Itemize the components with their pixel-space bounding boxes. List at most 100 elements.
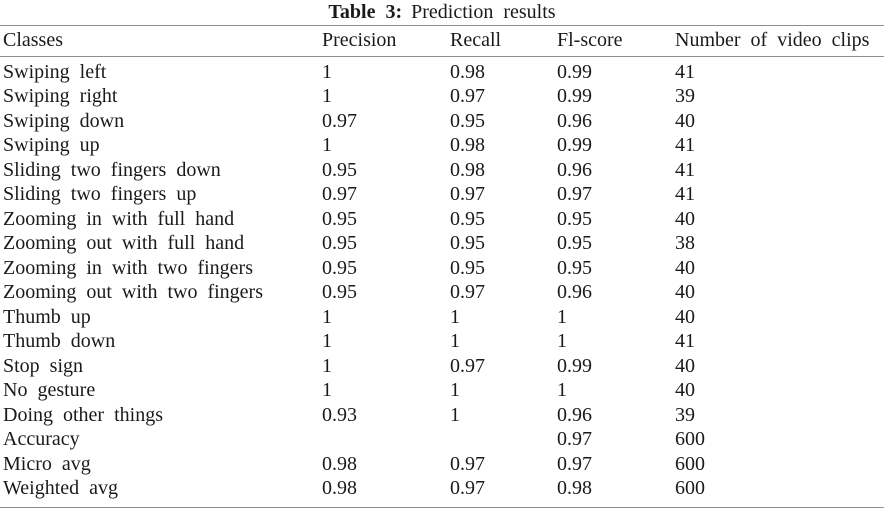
value-cell: 1 xyxy=(322,354,332,377)
table-row: Swiping right 1 0.97 0.99 39 xyxy=(0,84,884,109)
value-cell: 0.98 xyxy=(450,134,485,156)
value-cell: 0.97 xyxy=(557,452,592,475)
value-cell: 0.96 xyxy=(557,281,592,303)
value-cell: 0.97 xyxy=(557,428,592,450)
column-header: Recall xyxy=(450,29,502,52)
value-cell: 0.95 xyxy=(450,109,485,132)
top-rule xyxy=(0,25,884,26)
value-cell: 1 xyxy=(557,330,567,352)
value-cell: 38 xyxy=(675,232,695,254)
value-cell: 39 xyxy=(675,403,695,426)
value-cell: 1 xyxy=(450,403,460,426)
value-cell: 40 xyxy=(675,305,695,328)
table-row: Swiping left 1 0.98 0.99 41 xyxy=(0,56,884,84)
value-cell: 0.98 xyxy=(322,452,357,475)
class-name-cell: Sliding two fingers up xyxy=(3,183,197,205)
value-cell: 40 xyxy=(675,109,695,132)
column-header: Precision xyxy=(322,29,397,52)
value-cell: 0.97 xyxy=(322,183,357,205)
column-header: Classes xyxy=(3,29,63,52)
value-cell: 40 xyxy=(675,207,695,230)
value-cell: 1 xyxy=(557,305,567,328)
value-cell: 40 xyxy=(675,281,695,303)
table-row: Doing other things 0.93 1 0.96 39 xyxy=(0,403,884,428)
value-cell: 1 xyxy=(557,379,567,401)
table-row: Zooming in with full hand 0.95 0.95 0.95 40 xyxy=(0,207,884,232)
value-cell: 0.97 xyxy=(450,85,485,107)
value-cell: 0.95 xyxy=(450,256,485,279)
value-cell: 0.98 xyxy=(557,477,592,499)
value-cell: 40 xyxy=(675,256,695,279)
class-name-cell: Weighted avg xyxy=(3,477,119,499)
value-cell: 0.95 xyxy=(450,232,485,254)
value-cell: 0.93 xyxy=(322,403,357,426)
value-cell: 0.95 xyxy=(322,281,357,303)
table-row: Swiping down 0.97 0.95 0.96 40 xyxy=(0,109,884,134)
value-cell: 0.95 xyxy=(450,207,485,230)
table-row: Zooming out with two fingers 0.95 0.97 0.96… xyxy=(0,280,884,305)
value-cell: 41 xyxy=(675,330,695,352)
value-cell: 0.95 xyxy=(557,207,592,230)
value-cell: 0.98 xyxy=(322,477,357,499)
value-cell: 39 xyxy=(675,85,695,107)
class-name-cell: Swiping left xyxy=(3,60,107,83)
value-cell: 41 xyxy=(675,60,695,83)
class-name-cell: No gesture xyxy=(3,379,96,401)
value-cell: 0.95 xyxy=(557,232,592,254)
table-row: Swiping up 1 0.98 0.99 41 xyxy=(0,133,884,158)
value-cell: 40 xyxy=(675,379,695,401)
table-caption: Table 3: Prediction results xyxy=(0,0,884,25)
class-name-cell: Sliding two fingers down xyxy=(3,158,221,181)
value-cell: 0.97 xyxy=(557,183,592,205)
value-cell: 0.97 xyxy=(450,354,485,377)
class-name-cell: Stop sign xyxy=(3,354,84,377)
value-cell: 1 xyxy=(322,305,332,328)
value-cell: 600 xyxy=(675,428,705,450)
class-name-cell: Zooming in with full hand xyxy=(3,207,235,230)
value-cell: 41 xyxy=(675,183,695,205)
value-cell: 600 xyxy=(675,452,705,475)
value-cell: 0.95 xyxy=(322,207,357,230)
value-cell: 0.95 xyxy=(322,232,357,254)
value-cell: 1 xyxy=(450,379,460,401)
table-row: Sliding two fingers down 0.95 0.98 0.96 41 xyxy=(0,158,884,183)
bottom-rule xyxy=(0,506,884,508)
value-cell: 0.96 xyxy=(557,158,592,181)
table-row: Zooming out with full hand 0.95 0.95 0.95 38 xyxy=(0,231,884,256)
value-cell xyxy=(322,427,450,452)
value-cell: 0.98 xyxy=(450,60,485,83)
table-row: Thumb down 1 1 1 41 xyxy=(0,329,884,354)
column-header: Fl-score xyxy=(557,29,623,52)
table-caption-number: Table 3: xyxy=(328,1,403,23)
class-name-cell: Swiping down xyxy=(3,109,125,132)
table-row: Micro avg 0.98 0.97 0.97 600 xyxy=(0,452,884,477)
class-name-cell: Zooming out with full hand xyxy=(3,232,245,254)
class-name-cell: Accuracy xyxy=(3,428,80,450)
value-cell: 0.97 xyxy=(450,183,485,205)
value-cell: 41 xyxy=(675,134,695,156)
value-cell: 0.98 xyxy=(450,158,485,181)
table-row: No gesture 1 1 1 40 xyxy=(0,378,884,403)
table-row: Sliding two fingers up 0.97 0.97 0.97 41 xyxy=(0,182,884,207)
value-cell: 0.95 xyxy=(557,256,592,279)
class-name-cell: Micro avg xyxy=(3,452,91,475)
value-cell xyxy=(450,427,557,452)
class-name-cell: Swiping right xyxy=(3,85,118,107)
table-row: Thumb up 1 1 1 40 xyxy=(0,305,884,330)
table-caption-title: Prediction results xyxy=(411,1,556,23)
class-name-cell: Doing other things xyxy=(3,403,163,426)
class-name-cell: Zooming in with two fingers xyxy=(3,256,253,279)
value-cell: 0.96 xyxy=(557,109,592,132)
value-cell: 0.99 xyxy=(557,134,592,156)
value-cell: 1 xyxy=(450,330,460,352)
value-cell: 1 xyxy=(322,330,332,352)
value-cell: 0.97 xyxy=(450,452,485,475)
table-row: Accuracy 0.97 600 xyxy=(0,427,884,452)
prediction-results-table: Classes Precision Recall Fl-score Number of … xyxy=(0,26,884,501)
value-cell: 0.99 xyxy=(557,354,592,377)
value-cell: 600 xyxy=(675,477,705,499)
class-name-cell: Zooming out with two fingers xyxy=(3,281,263,303)
table-row: Zooming in with two fingers 0.95 0.95 0.95 4… xyxy=(0,256,884,281)
value-cell: 0.99 xyxy=(557,85,592,107)
